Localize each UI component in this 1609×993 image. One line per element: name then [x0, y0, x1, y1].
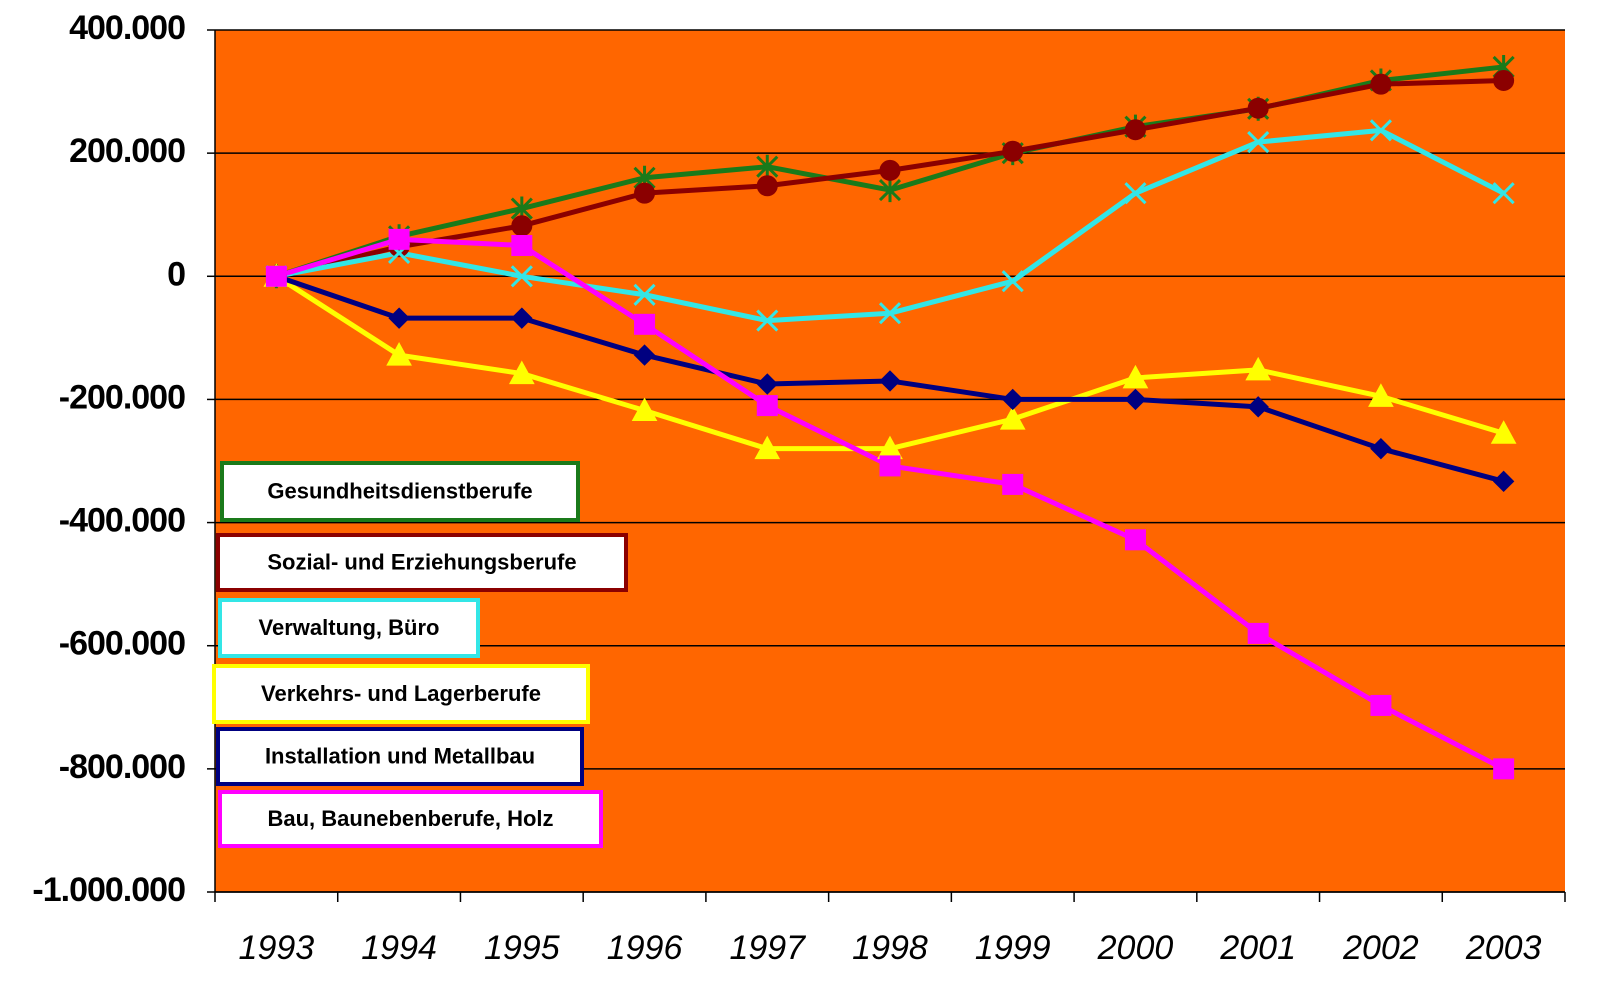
legend-label: Installation und Metallbau	[265, 743, 535, 768]
marker	[1247, 97, 1269, 119]
marker	[634, 182, 656, 204]
y-tick-label: 200.000	[69, 132, 185, 170]
marker	[1370, 73, 1392, 95]
x-tick-label: 1996	[607, 929, 683, 967]
marker	[1370, 694, 1392, 716]
x-tick-label: 1994	[361, 929, 437, 967]
y-tick-label: -400.000	[59, 502, 185, 540]
y-tick-label: -800.000	[59, 748, 185, 786]
y-tick-label: -1.000.000	[32, 871, 185, 909]
marker	[754, 435, 781, 460]
legend-label: Sozial- und Erziehungsberufe	[267, 549, 576, 574]
x-tick-label: 2001	[1219, 929, 1296, 967]
legend-box	[212, 664, 590, 724]
marker	[1369, 119, 1392, 142]
x-tick-label: 2003	[1465, 929, 1542, 967]
marker	[388, 307, 410, 329]
legend-label: Verwaltung, Büro	[259, 615, 440, 640]
marker	[1002, 473, 1024, 495]
y-tick-label: -600.000	[59, 625, 185, 663]
x-tick-label: 1998	[852, 929, 928, 967]
legend-label: Bau, Baunebenberufe, Holz	[267, 806, 553, 831]
marker	[1370, 437, 1392, 460]
y-tick-label: 0	[167, 255, 185, 293]
marker	[1124, 529, 1146, 551]
y-tick-label: -200.000	[59, 378, 185, 416]
x-tick-label: 2000	[1097, 929, 1174, 967]
marker	[1247, 130, 1270, 154]
marker	[1124, 182, 1147, 205]
x-tick-label: 2002	[1342, 929, 1419, 967]
marker	[386, 342, 412, 366]
marker	[1493, 758, 1515, 780]
marker	[633, 344, 656, 366]
marker	[511, 215, 533, 237]
marker	[1492, 470, 1515, 493]
marker	[1247, 396, 1269, 418]
marker	[510, 265, 533, 288]
marker	[1245, 356, 1272, 381]
legend-box	[216, 727, 584, 786]
marker	[879, 370, 901, 392]
marker	[878, 178, 902, 203]
marker	[756, 395, 778, 417]
marker	[1124, 119, 1146, 141]
marker	[634, 313, 656, 335]
marker	[1122, 364, 1149, 389]
y-tick-label: 400.000	[69, 9, 185, 47]
marker	[878, 302, 902, 325]
marker	[631, 397, 658, 422]
marker	[999, 406, 1026, 430]
marker	[388, 228, 410, 250]
marker	[1001, 270, 1024, 293]
marker	[1368, 383, 1394, 407]
marker	[756, 373, 778, 395]
legend-box	[218, 598, 480, 658]
marker	[756, 154, 779, 179]
x-tick-label: 1993	[239, 929, 315, 967]
marker	[633, 283, 656, 306]
marker	[879, 455, 901, 477]
legend-box	[216, 533, 628, 592]
marker	[1247, 622, 1269, 644]
marker	[1002, 388, 1024, 411]
marker	[879, 159, 901, 181]
marker	[265, 265, 287, 287]
marker	[511, 307, 533, 329]
marker	[1492, 182, 1515, 205]
legend-box	[220, 461, 580, 522]
marker	[756, 175, 778, 197]
x-tick-label: 1997	[729, 929, 806, 967]
marker	[508, 360, 535, 385]
marker	[756, 309, 779, 332]
legend-box	[218, 790, 603, 848]
marker	[1490, 420, 1517, 444]
x-tick-label: 1995	[484, 929, 560, 967]
legend-label: Verkehrs- und Lagerberufe	[261, 681, 541, 706]
x-tick-label: 1999	[975, 929, 1051, 967]
marker	[1124, 388, 1147, 411]
marker	[511, 235, 533, 256]
legend-label: Gesundheitsdienstberufe	[267, 478, 532, 503]
marker	[1002, 140, 1024, 162]
marker	[1493, 69, 1515, 91]
